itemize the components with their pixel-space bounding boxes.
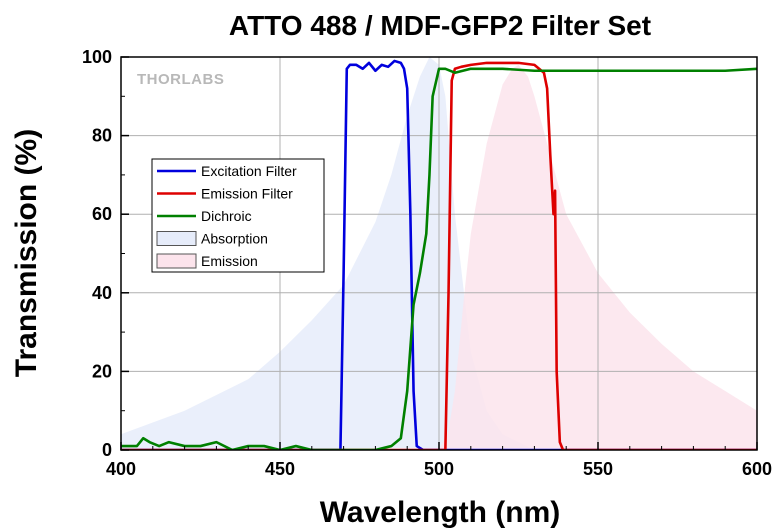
x-tick-labels: 400 450 500 550 600 <box>106 459 772 479</box>
x-tick-label: 400 <box>106 459 136 479</box>
grid-lines <box>121 57 757 450</box>
excitation-filter-legend-label: Excitation Filter <box>201 163 297 179</box>
x-tick-label: 550 <box>583 459 613 479</box>
line-series-layer <box>121 59 757 450</box>
y-tick-label: 0 <box>102 440 112 460</box>
excitation-filter-line <box>121 59 757 450</box>
emission-filter-line <box>121 61 757 450</box>
axis-ticks <box>120 56 758 451</box>
emission-filter-legend-label: Emission Filter <box>201 186 293 202</box>
x-tick-label: 450 <box>265 459 295 479</box>
absorption-legend-label: Absorption <box>201 231 268 247</box>
y-tick-label: 20 <box>92 361 112 381</box>
y-tick-label: 80 <box>92 126 112 146</box>
x-tick-label: 500 <box>424 459 454 479</box>
x-tick-label: 600 <box>742 459 772 479</box>
chart-title: ATTO 488 / MDF-GFP2 Filter Set <box>229 10 651 41</box>
emission-area <box>439 64 757 450</box>
legend: Excitation Filter Emission Filter Dichroic… <box>151 158 325 273</box>
dichroic-legend-label: Dichroic <box>201 208 252 224</box>
y-tick-label: 40 <box>92 283 112 303</box>
thorlabs-watermark: THORLABS <box>137 71 224 88</box>
y-tick-label: 60 <box>92 204 112 224</box>
y-tick-labels: 0 20 40 60 80 100 <box>82 47 112 460</box>
x-axis-title: Wavelength (nm) <box>320 496 561 529</box>
emission-legend-swatch <box>156 253 197 269</box>
y-tick-label: 100 <box>82 47 112 67</box>
absorption-legend-swatch <box>156 231 197 246</box>
emission-legend-label: Emission <box>201 253 258 269</box>
dichroic-line <box>121 67 757 450</box>
y-axis-title: Transmission (%) <box>10 129 43 377</box>
